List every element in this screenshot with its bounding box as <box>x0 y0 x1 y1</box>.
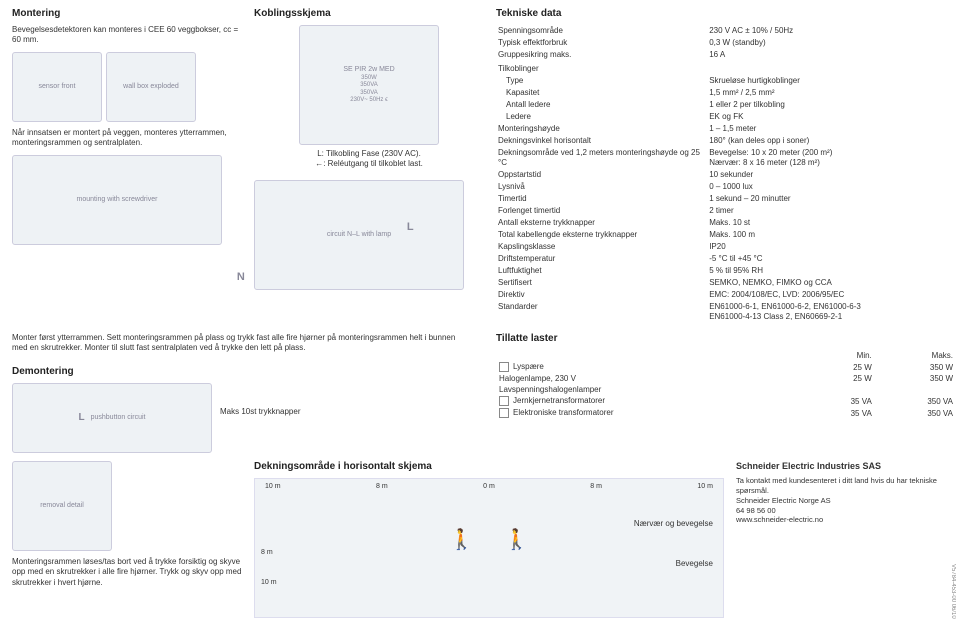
table-row: Gruppesikring maks.16 A <box>496 49 936 61</box>
unit-line-1: 350VA <box>350 82 388 89</box>
montering-step2: Når innsatsen er montert på veggen, mont… <box>12 128 242 149</box>
unit-line-2: 350VA <box>350 90 388 97</box>
circuit-diagram-2: L pushbutton circuit <box>12 383 212 453</box>
company-footer: Schneider Electric Industries SAS Ta kon… <box>736 461 960 618</box>
table-row: KapslingsklasseIP20 <box>496 241 936 253</box>
person-walking-icon: 🚶 <box>449 527 474 552</box>
detector-front-image: sensor front <box>12 52 102 122</box>
montering-intro: Bevegelsesdetektoren kan monteres i CEE … <box>12 25 242 46</box>
y-label-8m: 8 m <box>261 549 273 556</box>
company-name: Schneider Electric Industries SAS <box>736 461 960 473</box>
mounting-screwdriver-image: mounting with screwdriver <box>12 155 222 245</box>
unit-line-0: 350W <box>350 75 388 82</box>
circuit-l-label: L <box>407 221 414 233</box>
table-row: Dekningsvinkel horisontalt180° (kan dele… <box>496 135 936 147</box>
table-row: Elektroniske transformatorer35 VA350 VA <box>496 407 956 419</box>
table-row: Driftstemperatur-5 °C til +45 °C <box>496 253 936 265</box>
zone-move-label: Bevegelse <box>676 559 713 568</box>
tillatte-title: Tillatte laster <box>496 333 956 344</box>
table-row: Antall eksterne trykknapperMaks. 10 st <box>496 217 936 229</box>
table-row: Lyspære25 W350 W <box>496 361 956 373</box>
circuit-diagram-1: N L circuit N–L with lamp <box>254 180 464 290</box>
montering-column: Montering Bevegelsesdetektoren kan monte… <box>12 8 242 323</box>
wallbox-exploded-image: wall box exploded <box>106 52 196 122</box>
y-label-10m: 10 m <box>261 579 277 586</box>
table-row: TypeSkrueløse hurtigkoblinger <box>496 75 936 87</box>
table-row: Tilkoblinger <box>496 61 936 75</box>
table-row: Luftfuktighet5 % til 95% RH <box>496 265 936 277</box>
company-office: Schneider Electric Norge AS <box>736 496 960 506</box>
table-row: Monteringshøyde1 – 1,5 meter <box>496 123 936 135</box>
tekniske-column: Tekniske data Spenningsområde230 V AC ± … <box>496 8 936 323</box>
tekniske-title: Tekniske data <box>496 8 936 19</box>
tillatte-table: Min.Maks. Lyspære25 W350 W Halogenlampe,… <box>496 350 956 419</box>
unit-line-3: 230V~ 50Hz ϵ <box>350 97 388 104</box>
bulb-icon <box>499 362 509 372</box>
circuit-n-label: N <box>237 271 245 283</box>
koblings-caption: L: Tilkobling Fase (230V AC). ←: Reléutg… <box>254 149 484 170</box>
circuit2-l-label: L <box>79 412 85 423</box>
montering-step3: Monter først ytterrammen. Sett montering… <box>12 333 472 354</box>
electronic-transformer-icon <box>499 408 509 418</box>
koblings-column: Koblingsskjema SE PIR 2w MED 350W 350VA … <box>254 8 484 323</box>
table-row: Timertid1 sekund – 20 minutter <box>496 193 936 205</box>
company-contact: Ta kontakt med kundesenteret i ditt land… <box>736 476 960 496</box>
company-url: www.schneider-electric.no <box>736 515 960 525</box>
company-phone: 64 98 56 00 <box>736 506 960 516</box>
table-row: Spenningsområde230 V AC ± 10% / 50Hz <box>496 25 936 37</box>
person-walking-icon: 🚶 <box>504 527 529 552</box>
demontering-image: removal detail <box>12 461 112 551</box>
table-row: Lysnivå0 – 1000 lux <box>496 181 936 193</box>
table-row: Lavspenningshalogenlamper <box>496 384 956 395</box>
table-row: StandarderEN61000-6-1, EN61000-6-2, EN61… <box>496 301 936 323</box>
zone-near-label: Nærvær og bevegelse <box>634 519 713 528</box>
dekning-title: Dekningsområde i horisontalt skjema <box>254 461 724 472</box>
table-row: Kapasitet1,5 mm² / 2,5 mm² <box>496 87 936 99</box>
table-row: Jernkjernetransformatorer35 VA350 VA <box>496 395 956 407</box>
unit-label-top: SE PIR 2w MED <box>343 66 394 73</box>
table-row: Oppstartstid10 sekunder <box>496 169 936 181</box>
table-row: Forlenget timertid2 timer <box>496 205 936 217</box>
table-row: Antall ledere1 eller 2 per tilkobling <box>496 99 936 111</box>
maks-trykknapper-label: Maks 10st trykknapper <box>220 407 300 417</box>
table-row: Total kabellengde eksterne trykknapperMa… <box>496 229 936 241</box>
demontering-text: Monteringsrammen løses/tas bort ved å tr… <box>12 557 242 588</box>
table-row: Halogenlampe, 230 V25 W350 W <box>496 373 956 384</box>
wiring-unit-diagram: SE PIR 2w MED 350W 350VA 350VA 230V~ 50H… <box>299 25 439 145</box>
doc-number: V5784-453-00 06/10 <box>948 564 956 619</box>
table-row: Typisk effektforbruk0,3 W (standby) <box>496 37 936 49</box>
coverage-diagram: 10 m 8 m 0 m 8 m 10 m 8 m 10 m Nærvær og… <box>254 478 724 618</box>
koblings-title: Koblingsskjema <box>254 8 484 19</box>
spec-table: Spenningsområde230 V AC ± 10% / 50Hz Typ… <box>496 25 936 323</box>
montering-title: Montering <box>12 8 242 19</box>
table-row: DirektivEMC: 2004/108/EC, LVD: 2006/95/E… <box>496 289 936 301</box>
table-row: LedereEK og FK <box>496 111 936 123</box>
table-row: Dekningsområde ved 1,2 meters monterings… <box>496 147 936 169</box>
transformer-icon <box>499 396 509 406</box>
table-row: SertifisertSEMKO, NEMKO, FIMKO og CCA <box>496 277 936 289</box>
demontering-title: Demontering <box>12 366 472 377</box>
